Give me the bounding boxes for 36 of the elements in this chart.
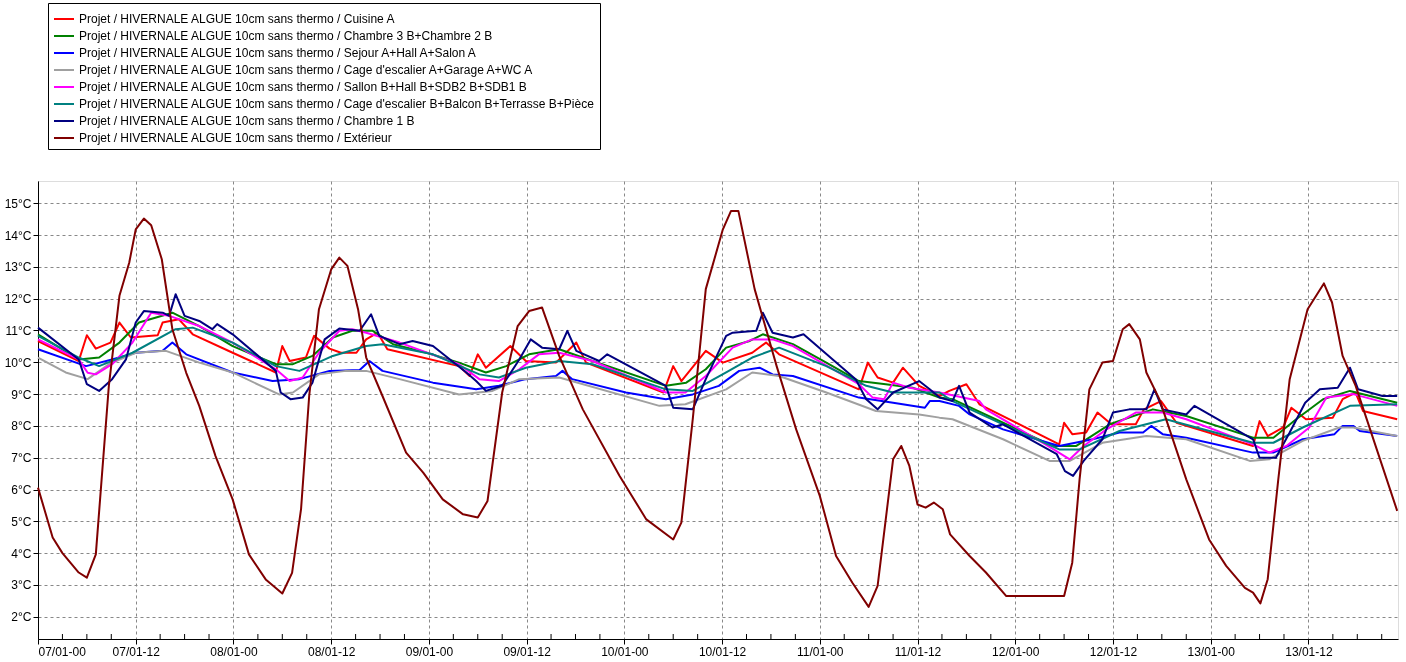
legend-label: Projet / HIVERNALE ALGUE 10cm sans thermo / Chambre 3 B+Chambre 2 B <box>79 29 493 43</box>
legend-label: Projet / HIVERNALE ALGUE 10cm sans thermo / Cage d'escalier A+Garage A+WC A <box>79 63 533 77</box>
y-tick-label: 2°C <box>11 610 32 625</box>
y-tick-label: 4°C <box>11 546 32 561</box>
legend-label: Projet / HIVERNALE ALGUE 10cm sans thermo / Cage d'escalier B+Balcon B+Terrasse B+Pièce <box>79 97 595 111</box>
y-tick-label: 15°C <box>4 196 32 211</box>
x-tick-label: 13/01-00 <box>1187 644 1236 659</box>
y-tick-label: 8°C <box>11 419 32 434</box>
x-tick-label: 12/01-12 <box>1089 644 1138 659</box>
y-tick-label: 5°C <box>11 514 32 529</box>
x-tick-label: 10/01-00 <box>601 644 649 659</box>
x-tick-label: 12/01-00 <box>992 644 1040 659</box>
legend-label: Projet / HIVERNALE ALGUE 10cm sans thermo / Sallon B+Hall B+SDB2 B+SDB1 B <box>79 80 527 94</box>
x-tick-label: 11/01-12 <box>894 644 942 659</box>
y-tick-label: 13°C <box>4 260 32 275</box>
x-tick-label: 08/01-12 <box>307 644 356 659</box>
x-tick-label: 07/01-12 <box>112 644 161 659</box>
x-tick-label: 09/01-12 <box>503 644 552 659</box>
y-tick-label: 7°C <box>11 451 32 466</box>
x-tick-label: 07/01-00 <box>38 644 87 659</box>
x-tick-label: 11/01-00 <box>797 644 844 659</box>
y-tick-label: 11°C <box>5 323 32 338</box>
legend-label: Projet / HIVERNALE ALGUE 10cm sans thermo / Extérieur <box>79 131 392 145</box>
legend-label: Projet / HIVERNALE ALGUE 10cm sans thermo / Cuisine A <box>79 12 395 26</box>
y-tick-label: 12°C <box>4 292 32 307</box>
x-tick-label: 13/01-12 <box>1285 644 1333 659</box>
y-tick-label: 10°C <box>4 355 32 370</box>
x-tick-label: 09/01-00 <box>405 644 454 659</box>
y-tick-label: 3°C <box>11 578 32 593</box>
x-tick-label: 10/01-12 <box>698 644 747 659</box>
y-tick-label: 14°C <box>4 228 32 243</box>
y-tick-label: 6°C <box>11 483 32 498</box>
x-tick-label: 08/01-00 <box>210 644 258 659</box>
y-tick-label: 9°C <box>11 387 32 402</box>
legend-label: Projet / HIVERNALE ALGUE 10cm sans thermo / Chambre 1 B <box>79 114 415 128</box>
legend-label: Projet / HIVERNALE ALGUE 10cm sans thermo / Sejour A+Hall A+Salon A <box>79 46 476 60</box>
